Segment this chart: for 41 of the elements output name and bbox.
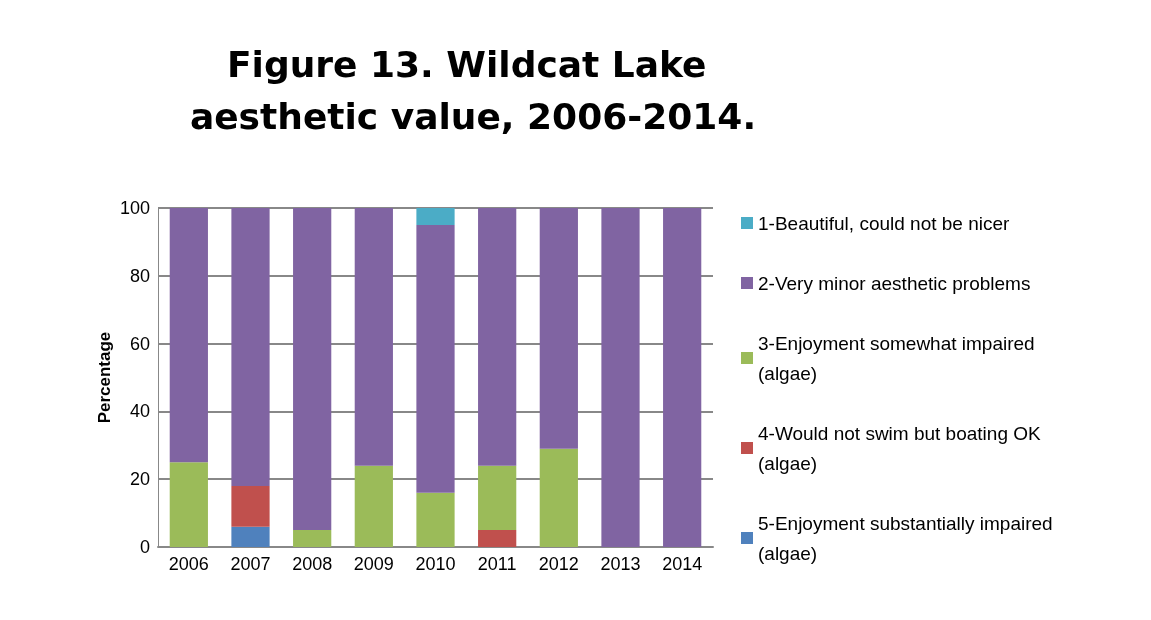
- y-tick-label: 80: [129, 265, 150, 286]
- bar: [478, 208, 517, 466]
- legend-label: 5-Enjoyment substantially impaired (algae): [758, 512, 1058, 564]
- x-tick-label: 2010: [415, 554, 456, 574]
- bar: [231, 485, 270, 527]
- bar: [169, 462, 208, 547]
- chart-title: Figure 13. Wildcat Lake aesthetic value, 2006-2014.: [189, 43, 757, 137]
- bar: [663, 208, 702, 547]
- bar: [169, 208, 208, 463]
- bar: [478, 465, 517, 531]
- bar: [354, 208, 393, 466]
- x-tick-label: 2014: [662, 554, 703, 574]
- y-tick-label: 100: [119, 198, 150, 218]
- legend-label: 1-Beautiful, could not be nicer: [758, 212, 1011, 234]
- legend-label: 2-Very minor aesthetic problems: [758, 272, 1031, 294]
- x-tick-label: 2007: [230, 554, 271, 574]
- y-tick-label: 0: [139, 537, 150, 557]
- bar: [231, 526, 270, 547]
- bar: [416, 492, 455, 547]
- bar: [416, 224, 455, 493]
- x-tick-label: 2008: [292, 554, 333, 574]
- y-tick-label: 40: [129, 401, 150, 422]
- legend-label: 4-Would not swim but boating OK (algae): [758, 422, 1046, 474]
- x-tick-label: 2006: [168, 554, 209, 574]
- y-axis-title: Percentage: [95, 331, 114, 424]
- bar: [601, 208, 640, 547]
- bar: [293, 530, 332, 547]
- x-tick-label: 2011: [477, 554, 517, 574]
- bar: [293, 208, 332, 531]
- bar: [539, 208, 578, 449]
- x-tick-label: 2012: [538, 554, 579, 574]
- y-tick-label: 60: [129, 333, 150, 354]
- x-tick-label: 2009: [353, 554, 394, 574]
- bar: [354, 465, 393, 547]
- legend-label: 3-Enjoyment somewhat impaired (algae): [758, 332, 1040, 384]
- bar: [231, 208, 270, 486]
- x-tick-label: 2013: [600, 554, 641, 574]
- bar: [478, 530, 517, 547]
- bar: [539, 448, 578, 547]
- bar: [416, 208, 455, 225]
- y-tick-label: 20: [129, 469, 150, 490]
